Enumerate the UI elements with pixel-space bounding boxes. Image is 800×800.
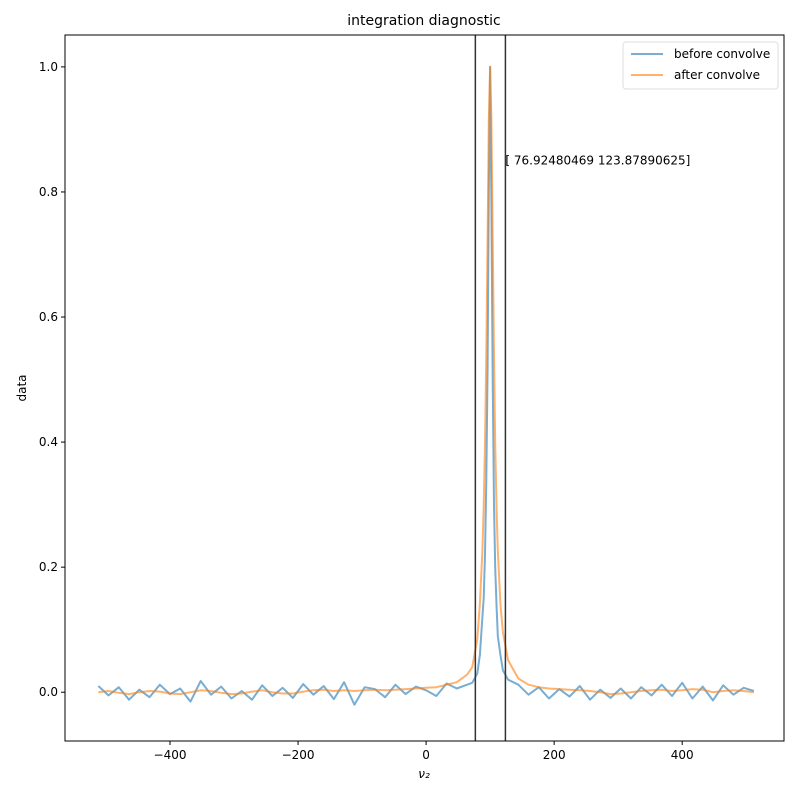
- legend-label-before: before convolve: [674, 47, 770, 61]
- x-tick: −400: [154, 741, 187, 762]
- series-after-convolve: [98, 65, 755, 696]
- x-tick-label: −200: [282, 748, 315, 762]
- y-tick-label: 0.4: [39, 435, 58, 449]
- plot-frame: [64, 34, 785, 742]
- vline-layer: [474, 35, 507, 741]
- y-tick-label: 0.6: [39, 310, 58, 324]
- x-tick: 0: [422, 741, 430, 762]
- legend: before convolve after convolve: [622, 41, 779, 90]
- x-tick: −200: [282, 741, 315, 762]
- x-axis-label: ν₂: [418, 767, 430, 781]
- y-tick-label: 0.2: [39, 560, 58, 574]
- y-tick-label: 0.0: [39, 685, 58, 699]
- x-axis: −400 −200 0 200 400: [154, 741, 694, 762]
- x-tick-label: 200: [543, 748, 566, 762]
- y-tick-label: 0.8: [39, 185, 58, 199]
- x-tick-label: 400: [671, 748, 694, 762]
- chart-title: integration diagnostic: [347, 13, 500, 29]
- x-tick: 200: [543, 741, 566, 762]
- x-tick-label: 0: [422, 748, 430, 762]
- series-layer: [97, 65, 755, 706]
- interval-annotation: [ 76.92480469 123.87890625]: [505, 154, 690, 168]
- legend-label-after: after convolve: [674, 68, 760, 82]
- x-tick-label: −400: [154, 748, 187, 762]
- y-axis: 0.0 0.2 0.4 0.6 0.8 1.0: [39, 60, 65, 699]
- x-tick: 400: [671, 741, 694, 762]
- y-tick: 0.6: [39, 310, 65, 324]
- y-tick: 1.0: [39, 60, 65, 74]
- series-before-convolve: [97, 65, 755, 706]
- y-tick: 0.4: [39, 435, 65, 449]
- y-tick: 0.0: [39, 685, 65, 699]
- y-tick-label: 1.0: [39, 60, 58, 74]
- y-tick: 0.8: [39, 185, 65, 199]
- y-axis-label: data: [15, 374, 29, 401]
- y-tick: 0.2: [39, 560, 65, 574]
